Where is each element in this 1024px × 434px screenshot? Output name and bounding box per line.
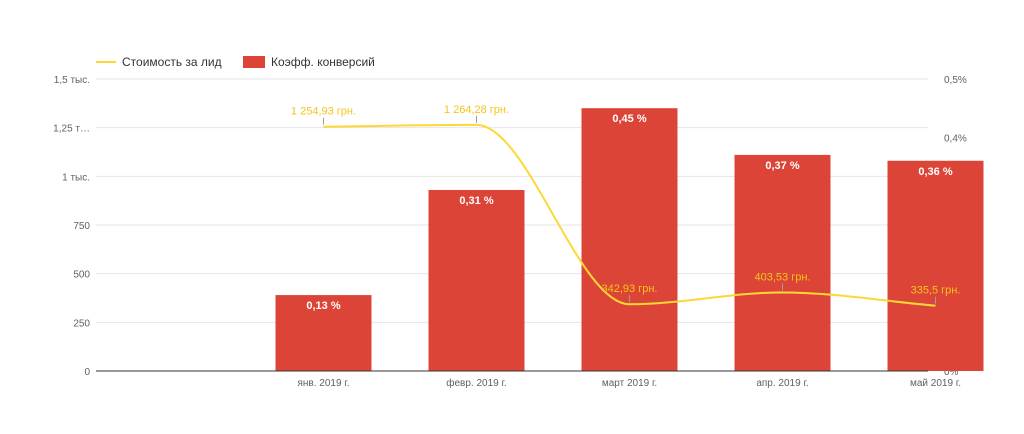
left-axis-tick-label: 0: [84, 367, 90, 378]
bar-data-label: 0,13 %: [306, 300, 340, 312]
legend-bar-swatch: [243, 56, 265, 68]
line-data-label: 335,5 грн.: [911, 285, 961, 297]
x-axis-tick-label: янв. 2019 г.: [297, 378, 349, 389]
bar-data-label: 0,31 %: [459, 195, 493, 207]
cost-per-lead-line: [323, 123, 936, 307]
x-axis-tick-label: февр. 2019 г.: [446, 377, 506, 389]
legend: Стоимость за лид Коэфф. конверсий: [96, 55, 375, 69]
bar: [581, 108, 678, 371]
left-axis-ticks: 0 250 500 750 1 тыс. 1,25 т… 1,5 тыс.: [53, 75, 90, 378]
right-axis-tick-label: 0%: [944, 367, 959, 378]
x-axis-tick-label: март 2019 г.: [602, 378, 657, 389]
legend-label-conversion-rate: Коэфф. конверсий: [271, 55, 375, 69]
x-axis-tick-label: апр. 2019 г.: [756, 378, 808, 389]
left-axis-tick-label: 500: [73, 270, 90, 281]
line-data-label: 403,53 грн.: [755, 271, 811, 283]
bar: [275, 295, 372, 371]
bar-series: 0,13 % 0,31 % 0,45 % 0,37 % 0,36 %: [275, 108, 984, 371]
left-axis-tick-label: 1,5 тыс.: [54, 75, 90, 86]
line-series: 1 254,93 грн. 1 264,28 грн. 342,93 грн. 403…: [291, 104, 961, 307]
bar-data-label: 0,45 %: [612, 113, 646, 125]
x-axis-tick-label: май 2019 г.: [910, 378, 961, 389]
left-axis-tick-label: 1,25 т…: [53, 124, 90, 135]
line-data-label: 1 254,93 грн.: [291, 106, 356, 118]
legend-label-cost-per-lead: Стоимость за лид: [122, 55, 222, 69]
left-axis-tick-label: 1 тыс.: [62, 172, 90, 183]
x-axis: янв. 2019 г. февр. 2019 г. март 2019 г. апр…: [96, 370, 961, 389]
right-axis-tick-label: 0,4%: [944, 133, 967, 144]
line-data-label: 1 264,28 грн.: [444, 104, 509, 116]
bar-data-label: 0,36 %: [918, 166, 952, 178]
left-axis-tick-label: 750: [73, 221, 90, 232]
bar: [428, 189, 525, 371]
left-axis-tick-label: 250: [73, 318, 90, 329]
bar: [734, 154, 831, 371]
right-axis-tick-label: 0,5%: [944, 75, 967, 86]
line-data-label: 342,93 грн.: [602, 283, 658, 295]
bar: [887, 160, 984, 371]
bar-data-label: 0,37 %: [765, 160, 799, 172]
